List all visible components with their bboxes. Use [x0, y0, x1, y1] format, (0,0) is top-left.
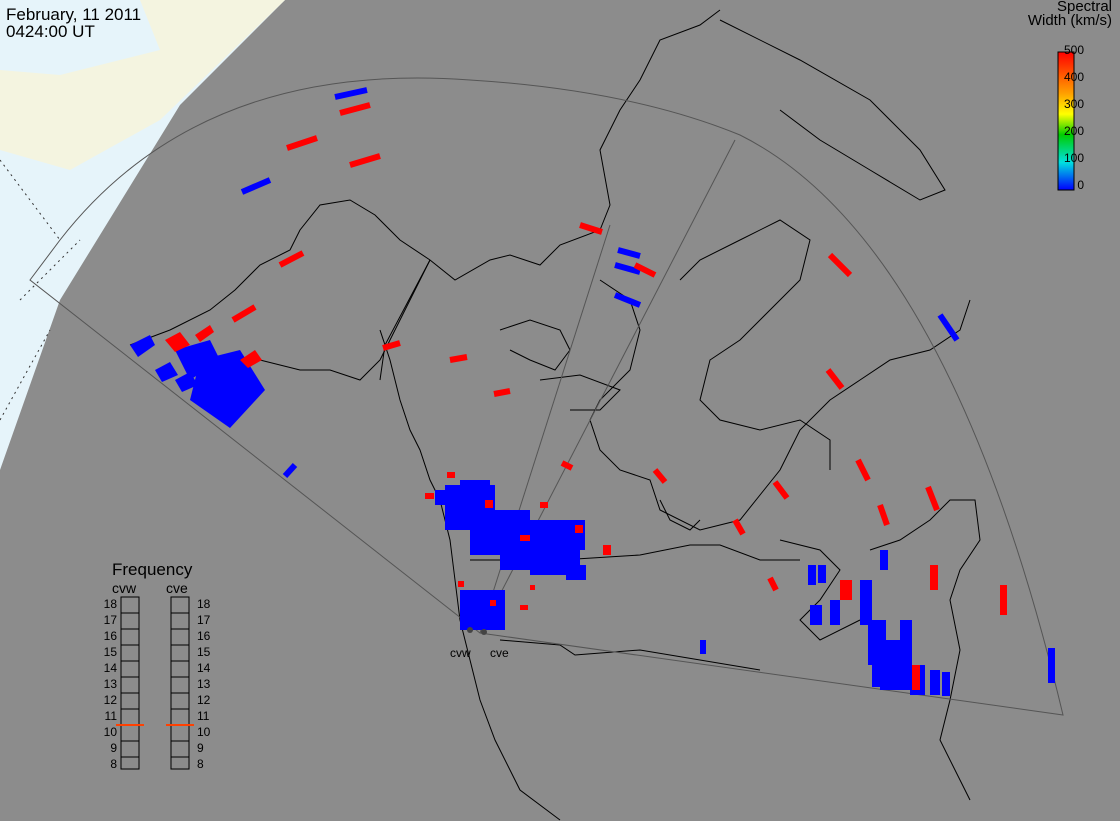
colorbar-title-line2: Width (km/s) [1027, 12, 1112, 29]
freq-level-left: 18 [103, 597, 117, 611]
echoes-northwest-red [425, 472, 611, 610]
radar-label-cve: cve [490, 646, 509, 660]
echoes-alaska [130, 325, 265, 428]
coastlines [129, 9, 981, 821]
freq-level-left: 9 [110, 741, 117, 755]
colorbar-tick: 100 [1063, 151, 1084, 165]
radar-site-cve [481, 629, 487, 635]
freq-level-left: 16 [103, 629, 117, 643]
radar-label-cvw: cvw [450, 646, 471, 660]
freq-level-right: 9 [197, 741, 204, 755]
freq-level-left: 17 [103, 613, 117, 627]
plot-title: February, 11 2011 0424:00 UT [6, 6, 141, 40]
colorbar-tick: 300 [1063, 97, 1084, 111]
echoes-scattered [231, 87, 960, 592]
colorbar [1057, 51, 1075, 191]
frequency-label-cve: cve [166, 580, 188, 596]
freq-level-left: 13 [103, 677, 117, 691]
colorbar-title: Spectral Width (km/s) [1028, 0, 1112, 28]
echoes-northwest-cluster [435, 480, 586, 630]
colorbar-tick: 200 [1063, 124, 1084, 138]
freq-level-right: 10 [197, 725, 211, 739]
echoes-east-red [840, 565, 1007, 690]
field-of-view [29, 77, 1064, 716]
title-date: February, 11 2011 [6, 5, 142, 24]
freq-level-left: 11 [104, 709, 117, 723]
colorbar-tick: 0 [1077, 178, 1084, 192]
colorbar-tick: 500 [1063, 43, 1084, 57]
graticule [0, 159, 81, 421]
colorbar-title-line1: Spectral [1056, 0, 1112, 15]
title-time: 0424:00 UT [6, 22, 95, 41]
freq-level-right: 14 [197, 661, 211, 675]
colorbar-tick: 400 [1063, 70, 1084, 84]
freq-level-right: 13 [197, 677, 211, 691]
frequency-title: Frequency [112, 560, 193, 579]
freq-level-left: 12 [103, 693, 117, 707]
freq-level-right: 11 [197, 709, 210, 723]
freq-level-right: 15 [197, 645, 211, 659]
radar-site-cvw [467, 627, 473, 633]
frequency-label-cvw: cvw [112, 580, 137, 596]
borders [379, 259, 800, 671]
freq-level-left: 8 [110, 757, 117, 771]
frequency-boxes [120, 596, 190, 770]
echoes-east [700, 550, 1055, 696]
night-region-upper [0, 0, 160, 75]
freq-level-left: 14 [103, 661, 117, 675]
freq-level-left: 15 [103, 645, 117, 659]
freq-level-right: 17 [197, 613, 211, 627]
freq-level-right: 12 [197, 693, 211, 707]
freq-level-right: 16 [197, 629, 211, 643]
freq-level-right: 8 [197, 757, 204, 771]
freq-level-right: 18 [197, 597, 211, 611]
freq-level-left: 10 [103, 725, 117, 739]
